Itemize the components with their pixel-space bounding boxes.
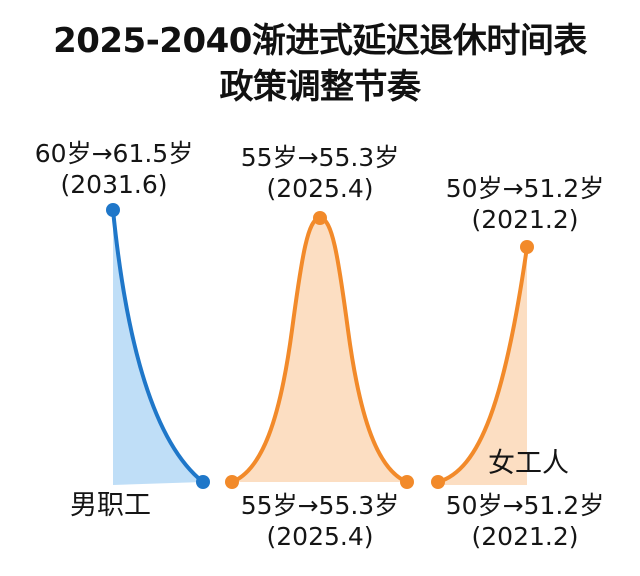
female55-end-point [400, 475, 414, 489]
male-curve-line [111, 208, 205, 484]
female50-bottom-date: (2021.2) [471, 522, 579, 551]
female50-bottom-age: 50岁→51.2岁 [445, 491, 605, 520]
chart-title-line2: 政策调整节奏 [219, 67, 422, 107]
female55-bottom-age: 55岁→55.3岁 [240, 491, 400, 520]
male-end-point [196, 475, 210, 489]
female50-bottom-annotation: 50岁→51.2岁 (2021.2) [425, 490, 625, 552]
female55-bottom-date: (2025.4) [266, 522, 374, 551]
male-start-point [106, 203, 120, 217]
chart-title-line1: 2025-2040渐进式延迟退休时间表 [53, 21, 587, 61]
female55-top-date: (2025.4) [266, 174, 374, 203]
male-top-date: (2031.6) [60, 170, 168, 199]
male-area-fill [113, 210, 203, 485]
female50-end-point [520, 240, 534, 254]
male-top-age: 60岁→61.5岁 [34, 139, 194, 168]
series-male [106, 203, 210, 489]
series-female55 [225, 211, 414, 489]
female55-top-age: 55岁→55.3岁 [240, 143, 400, 172]
female50-top-date: (2021.2) [471, 205, 579, 234]
female55-peak-point [313, 211, 327, 225]
series-female50 [431, 240, 534, 489]
male-group-label: 男职工 [70, 490, 151, 521]
female50-area-fill [438, 247, 527, 485]
female50-top-annotation: 50岁→51.2岁 (2021.2) [425, 173, 625, 235]
female50-start-point [431, 475, 445, 489]
female-group-label: 女工人 [488, 448, 569, 479]
female55-start-point [225, 475, 239, 489]
female50-curve-line [436, 245, 529, 484]
female55-area-fill [232, 218, 407, 482]
male-top-annotation: 60岁→61.5岁 (2031.6) [14, 138, 214, 200]
female55-top-annotation: 55岁→55.3岁 (2025.4) [220, 142, 420, 204]
female50-top-age: 50岁→51.2岁 [445, 174, 605, 203]
female55-bottom-annotation: 55岁→55.3岁 (2025.4) [220, 490, 420, 552]
